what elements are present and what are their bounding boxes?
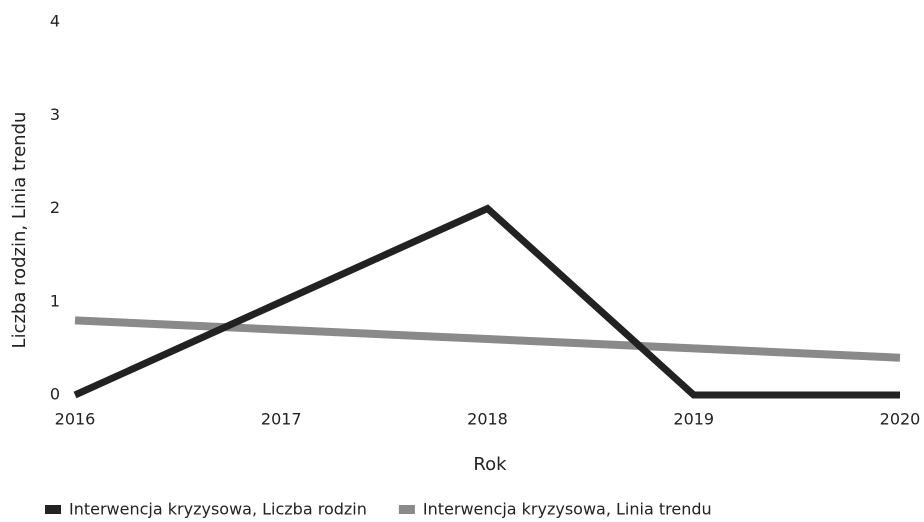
y-tick-label: 0 [50, 385, 60, 404]
x-tick-label: 2018 [467, 410, 508, 429]
legend-swatch [398, 505, 415, 514]
y-tick-label: 1 [50, 291, 60, 310]
x-axis-label: Rok [473, 454, 507, 475]
y-tick-label: 3 [50, 105, 60, 124]
legend-label: Interwencja kryzysowa, Liczba rodzin [69, 500, 367, 519]
legend-label: Interwencja kryzysowa, Linia trendu [423, 500, 712, 519]
legend-swatch [45, 505, 61, 514]
y-tick-label: 4 [50, 12, 60, 31]
y-axis-label: Liczba rodzin, Linia trendu [9, 112, 30, 349]
x-tick-label: 2016 [55, 410, 96, 429]
x-tick-label: 2019 [673, 410, 714, 429]
series-line [74, 316, 901, 362]
y-tick-label: 2 [50, 198, 60, 217]
series-line [73, 204, 900, 399]
x-tick-label: 2020 [880, 410, 921, 429]
x-tick-label: 2017 [261, 410, 302, 429]
